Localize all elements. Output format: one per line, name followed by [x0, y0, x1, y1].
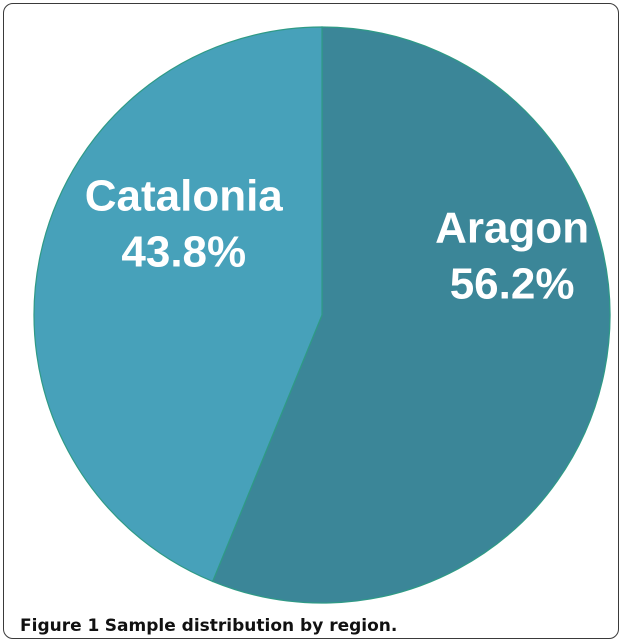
figure-caption-text: Sample distribution by region. — [104, 616, 398, 636]
pie-slice-aragon — [211, 26, 611, 604]
slice-value-catalonia: 43.8% — [121, 228, 246, 277]
pie-slice-catalonia — [33, 26, 323, 583]
pie-labels: Aragon 56.2% Catalonia 43.8% — [85, 172, 589, 309]
pie-slices — [33, 26, 611, 604]
slice-name-aragon: Aragon — [435, 203, 589, 252]
slice-value-aragon: 56.2% — [450, 259, 575, 308]
slice-name-catalonia: Catalonia — [85, 172, 284, 221]
figure-caption: Figure 1 Sample distribution by region. — [20, 616, 397, 636]
figure-number: Figure 1 — [20, 616, 100, 636]
